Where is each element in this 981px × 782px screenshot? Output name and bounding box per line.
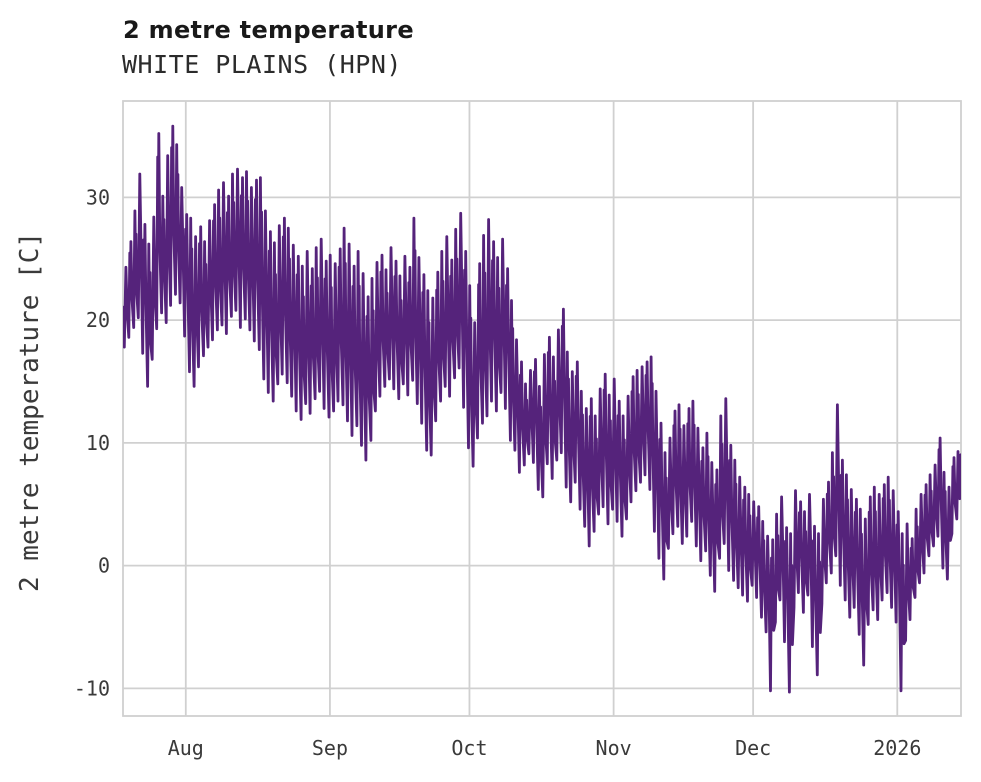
x-tick-label: Aug xyxy=(168,736,204,760)
figure-subtitle: WHITE PLAINS (HPN) xyxy=(122,50,402,79)
x-tick-label: Nov xyxy=(596,736,632,760)
y-tick-label: 10 xyxy=(86,431,110,455)
x-tick-label: Oct xyxy=(451,736,487,760)
y-tick-label: 30 xyxy=(86,185,110,209)
x-tick-label: Sep xyxy=(312,736,348,760)
temperature-line xyxy=(123,124,961,694)
y-tick-label: 0 xyxy=(98,554,110,578)
y-tick-label: -10 xyxy=(74,676,110,700)
figure-title: 2 metre temperature xyxy=(123,16,414,44)
x-tick-label: 2026 xyxy=(873,736,921,760)
plot-border xyxy=(122,100,962,717)
x-tick-label: Dec xyxy=(735,736,771,760)
y-tick-label: 20 xyxy=(86,308,110,332)
